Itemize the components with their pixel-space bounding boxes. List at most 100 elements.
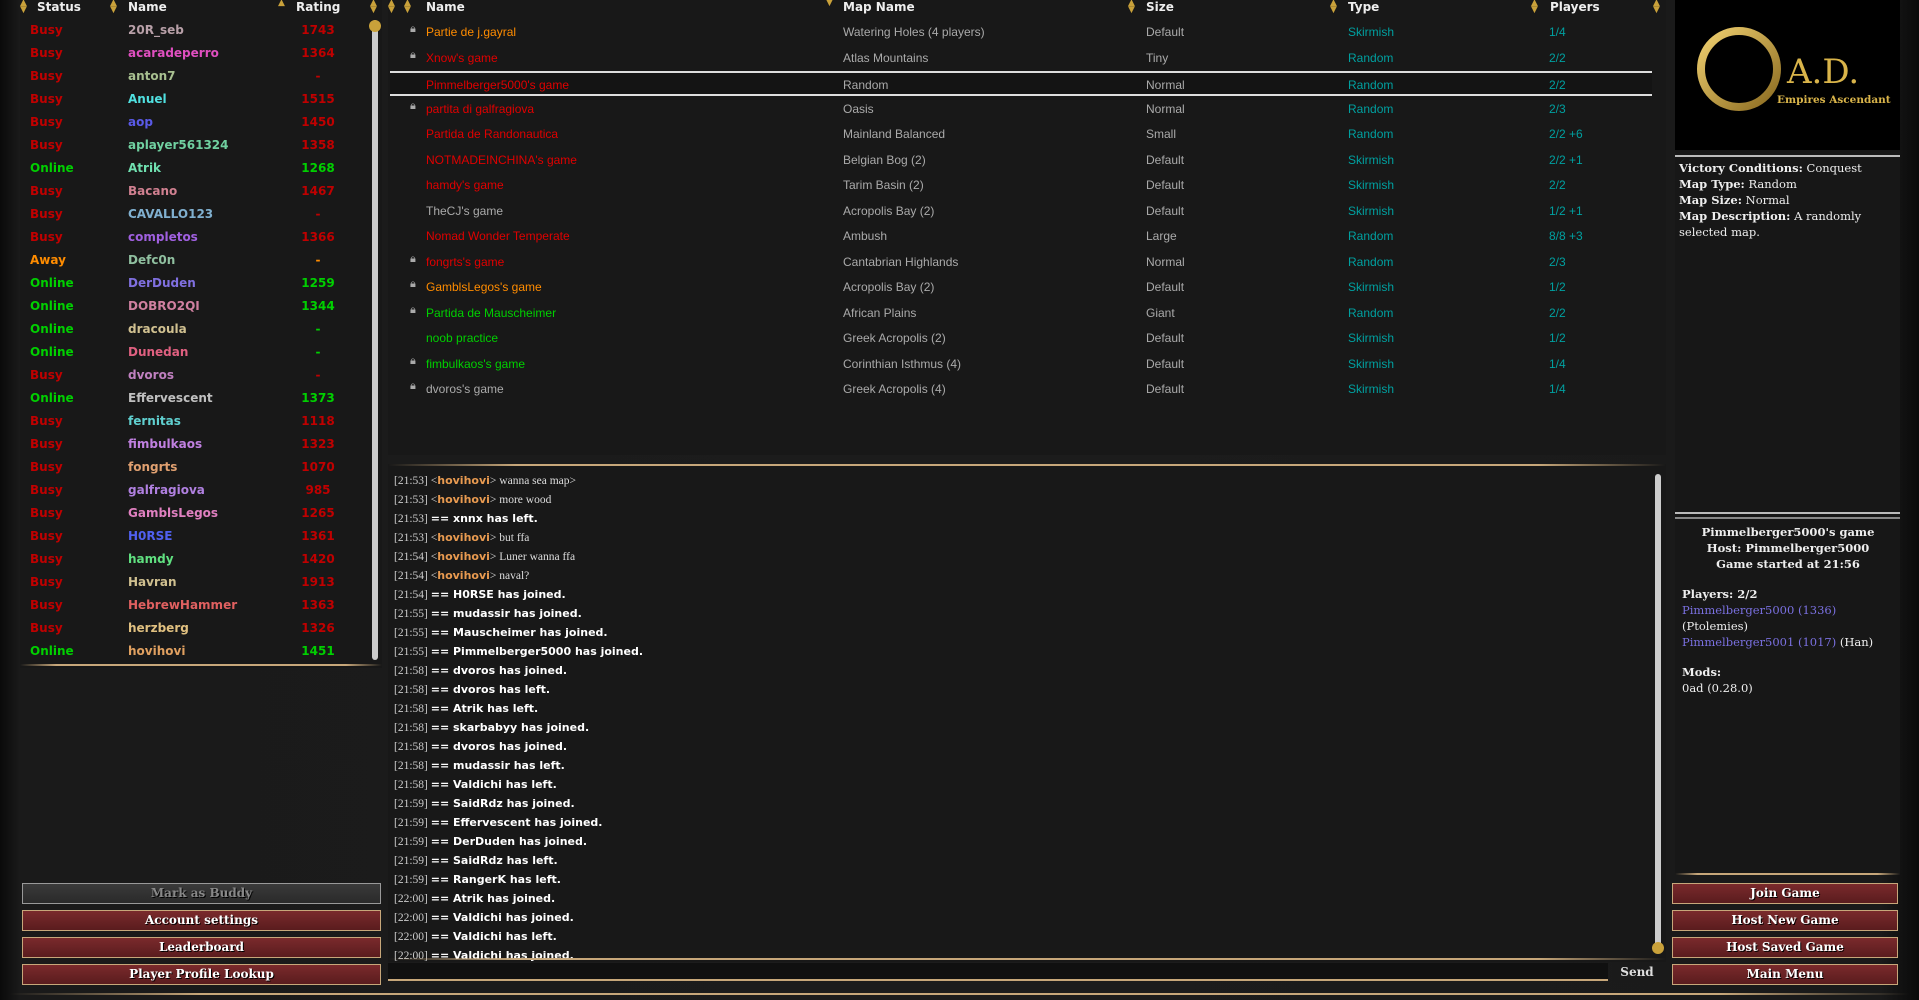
chat-input[interactable] xyxy=(388,963,1608,981)
chat-sender[interactable]: hovihovi xyxy=(437,569,490,582)
player-entry[interactable]: Pimmelberger5000 (1336) xyxy=(1682,603,1837,617)
player-row[interactable]: Busy Anuel 1515 xyxy=(20,88,372,111)
player-civ: (Han) xyxy=(1839,635,1874,649)
player-row[interactable]: Busy fimbulkaos 1323 xyxy=(20,433,372,456)
game-players: 2/2 xyxy=(1549,305,1566,320)
player-row[interactable]: Busy 20R_seb 1743 xyxy=(20,19,372,42)
chat-sender[interactable]: hovihovi xyxy=(437,493,490,506)
player-row[interactable]: Online DerDuden 1259 xyxy=(20,272,372,295)
host-saved-game-button[interactable]: Host Saved Game xyxy=(1672,937,1898,958)
game-row[interactable]: hamdy's game Tarim Basin (2) Default Skirmi… xyxy=(390,173,1652,198)
player-row[interactable]: Busy galfragiova 985 xyxy=(20,479,372,502)
main-menu-button[interactable]: Main Menu xyxy=(1672,964,1898,985)
sort-type-icon[interactable]: ▲ ▼ xyxy=(1330,0,1337,15)
player-row[interactable]: Online dracoula - xyxy=(20,318,372,341)
player-row[interactable]: Busy CAVALLO123 - xyxy=(20,203,372,226)
sort-lock-icon[interactable]: ▲ ▼ xyxy=(388,0,395,15)
player-row[interactable]: Busy H0RSE 1361 xyxy=(20,525,372,548)
header-game-name[interactable]: Name xyxy=(426,0,465,14)
player-row[interactable]: Online hovihovi 1451 xyxy=(20,640,372,663)
game-row[interactable]: 🔒︎ Xnow's game Atlas Mountains Tiny Random 2/… xyxy=(390,46,1652,71)
account-settings-button[interactable]: Account settings xyxy=(22,910,381,931)
game-row[interactable]: 🔒︎ Partida de Mauscheimer African Plains Gi… xyxy=(390,301,1652,326)
header-map-name[interactable]: Map Name xyxy=(843,0,915,14)
player-name: Anuel xyxy=(128,92,167,106)
game-details: Pimmelberger5000's game Host: Pimmelberg… xyxy=(1682,524,1894,696)
header-status[interactable]: Status xyxy=(37,0,81,14)
sort-rating-icon[interactable]: ▲ xyxy=(278,0,285,8)
game-row[interactable]: 🔒︎ dvoros's game Greek Acropolis (4) Defaul… xyxy=(390,377,1652,402)
chat-time: [22:00] xyxy=(394,912,428,924)
player-row[interactable]: Busy Bacano 1467 xyxy=(20,180,372,203)
sort-players-icon[interactable]: ▲ ▼ xyxy=(1531,0,1538,15)
player-row[interactable]: Busy aop 1450 xyxy=(20,111,372,134)
chat-message: [21:54] <hovihovi> naval? xyxy=(394,569,529,582)
player-row[interactable]: Busy GamblsLegos 1265 xyxy=(20,502,372,525)
header-type[interactable]: Type xyxy=(1348,0,1380,14)
player-list-scrollbar[interactable] xyxy=(372,20,378,660)
player-profile-lookup-button[interactable]: Player Profile Lookup xyxy=(22,964,381,985)
chat-sender[interactable]: hovihovi xyxy=(437,474,490,487)
leaderboard-button[interactable]: Leaderboard xyxy=(22,937,381,958)
game-name: NOTMADEINCHINA's game xyxy=(426,152,577,167)
game-list: ▲ ▼ ▲ ▼ Name ▼ Map Name ▲ ▼ Size ▲ ▼ Type ▲ ▼… xyxy=(388,0,1666,455)
logo-subtitle: Empires Ascendant xyxy=(1777,94,1891,106)
player-row[interactable]: Busy Havran 1913 xyxy=(20,571,372,594)
chat-time: [21:59] xyxy=(394,836,428,848)
sort-size-icon[interactable]: ▲ ▼ xyxy=(1128,0,1135,15)
mark-as-buddy-button[interactable]: Mark as Buddy xyxy=(22,883,381,904)
game-row[interactable]: Nomad Wonder Temperate Ambush Large Random 8… xyxy=(390,224,1652,249)
game-row[interactable]: 🔒︎ partita di galfragiova Oasis Normal Rando… xyxy=(390,97,1652,122)
player-row[interactable]: Busy HebrewHammer 1363 xyxy=(20,594,372,617)
sort-name-icon[interactable]: ▲ ▼ xyxy=(110,0,117,15)
game-row[interactable]: 🔒︎ fimbulkaos's game Corinthian Isthmus (4… xyxy=(390,352,1652,377)
player-row[interactable]: Online Dunedan - xyxy=(20,341,372,364)
player-row[interactable]: Online DOBRO2QI 1344 xyxy=(20,295,372,318)
chat-scroll-thumb[interactable] xyxy=(1652,942,1664,954)
player-row[interactable]: Away Defc0n - xyxy=(20,249,372,272)
game-row[interactable]: 🔒︎ fongrts's game Cantabrian Highlands Norm… xyxy=(390,250,1652,275)
join-game-button[interactable]: Join Game xyxy=(1672,883,1898,904)
player-row[interactable]: Busy dvoros - xyxy=(20,364,372,387)
header-rating[interactable]: Rating xyxy=(296,0,341,14)
player-row[interactable]: Busy herzberg 1326 xyxy=(20,617,372,640)
host-new-game-button[interactable]: Host New Game xyxy=(1672,910,1898,931)
sort-extra-icon[interactable]: ▲ ▼ xyxy=(1653,0,1660,15)
game-row[interactable]: Pimmelberger5000's game Random Normal Rando… xyxy=(390,71,1652,96)
sort-extra-icon[interactable]: ▲ ▼ xyxy=(370,0,377,15)
sort-name-icon[interactable]: ▲ ▼ xyxy=(404,0,411,15)
header-players[interactable]: Players xyxy=(1550,0,1600,14)
game-row[interactable]: NOTMADEINCHINA's game Belgian Bog (2) Defa… xyxy=(390,148,1652,173)
player-row[interactable]: Busy completos 1366 xyxy=(20,226,372,249)
header-name[interactable]: Name xyxy=(128,0,167,14)
sort-map-icon[interactable]: ▼ xyxy=(826,0,833,8)
chat-sender[interactable]: hovihovi xyxy=(437,531,490,544)
player-row[interactable]: Busy fernitas 1118 xyxy=(20,410,372,433)
player-row[interactable]: Busy aplayer561324 1358 xyxy=(20,134,372,157)
game-row[interactable]: TheCJ's game Acropolis Bay (2) Default Skir… xyxy=(390,199,1652,224)
player-rating: 1265 xyxy=(301,506,335,520)
send-button[interactable]: Send xyxy=(1612,962,1662,982)
chat-system-text: == Valdichi has left. xyxy=(430,778,557,791)
chat-message: [21:59] == RangerK has left. xyxy=(394,873,561,886)
player-row[interactable]: Busy acaradeperro 1364 xyxy=(20,42,372,65)
game-players: 1/4 xyxy=(1549,25,1566,39)
player-row[interactable]: Busy fongrts 1070 xyxy=(20,456,372,479)
sort-status-icon[interactable]: ▲ ▼ xyxy=(20,0,27,15)
player-name: completos xyxy=(128,230,198,244)
player-row[interactable]: Online Effervescent 1373 xyxy=(20,387,372,410)
chat-scrollbar[interactable] xyxy=(1655,474,1661,950)
game-row[interactable]: 🔒︎ GamblsLegos's game Acropolis Bay (2) Def… xyxy=(390,275,1652,300)
chat-panel: [21:53] <hovihovi> wanna sea map> [21:53]… xyxy=(388,464,1666,962)
player-row[interactable]: Online Atrik 1268 xyxy=(20,157,372,180)
player-row[interactable]: Busy hamdy 1420 xyxy=(20,548,372,571)
header-size[interactable]: Size xyxy=(1146,0,1174,14)
player-row[interactable]: Busy anton7 - xyxy=(20,65,372,88)
chat-system-text: == SaidRdz has joined. xyxy=(430,797,575,810)
game-row[interactable]: noob practice Greek Acropolis (2) Default S… xyxy=(390,326,1652,351)
chat-sender[interactable]: hovihovi xyxy=(437,550,490,563)
game-row[interactable]: Partida de Randonautica Mainland Balanced… xyxy=(390,122,1652,147)
player-entry[interactable]: Pimmelberger5001 (1017) xyxy=(1682,635,1837,649)
game-row[interactable]: 🔒︎ Partie de j.gayral Watering Holes (4 pl… xyxy=(390,20,1652,45)
scroll-thumb[interactable] xyxy=(369,20,381,32)
